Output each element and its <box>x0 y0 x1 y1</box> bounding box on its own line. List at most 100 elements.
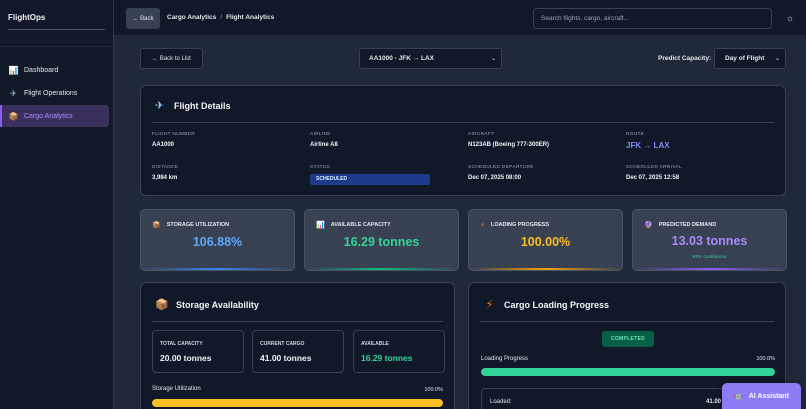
package-icon: 📦 <box>152 222 161 229</box>
sidebar-divider <box>0 46 113 47</box>
mini-value: 41.00 tonnes <box>260 353 312 363</box>
field-distance: Distance 3,984 km <box>152 165 178 181</box>
stat-available-capacity: 📊 AVAILABLE CAPACITY 16.29 tonnes <box>304 209 459 271</box>
total-capacity-box: TOTAL CAPACITY 20.00 tonnes <box>152 330 244 373</box>
loading-progress-fill <box>481 368 775 376</box>
ai-assistant-button[interactable]: 🤖 AI Assistant <box>722 383 801 409</box>
card-divider <box>152 122 774 123</box>
card-divider <box>152 321 443 322</box>
breadcrumb-separator: / <box>220 14 223 21</box>
sidebar-nav: 📊 Dashboard ✈ Flight Operations 📦 Cargo … <box>0 59 113 127</box>
storage-availability-card: 📦 Storage Availability TOTAL CAPACITY 20… <box>140 282 455 409</box>
ai-assistant-label: AI Assistant <box>748 392 789 400</box>
chevron-down-icon: ⌄ <box>490 56 496 62</box>
field-label: Scheduled Departure <box>468 165 534 170</box>
field-scheduled-arrival: Scheduled Arrival Dec 07, 2025 12:58 <box>626 165 682 181</box>
stat-predicted-demand: 🔮 PREDICTED DEMAND 13.03 tonnes 93% conf… <box>632 209 787 271</box>
field-label: Airline <box>310 132 331 137</box>
card-title-text: Storage Availability <box>176 299 259 310</box>
mini-value: 16.29 tonnes <box>361 353 413 363</box>
breadcrumb: Cargo Analytics / Flight Analytics <box>167 14 274 21</box>
predict-select-value: Day of Flight <box>725 55 765 62</box>
stat-label: STORAGE UTILIZATION <box>166 222 230 228</box>
field-label: Distance <box>152 165 179 170</box>
field-flight-number: Flight Number AA1000 <box>152 132 195 148</box>
stat-label: LOADING PROGRESS <box>490 222 549 228</box>
stat-label: PREDICTED DEMAND <box>658 222 717 228</box>
package-icon: 📦 <box>8 111 19 121</box>
mini-label: TOTAL CAPACITY <box>160 341 203 347</box>
loaded-summary: Loaded: 41.00 <box>481 388 777 409</box>
field-label: Scheduled Arrival <box>626 165 682 170</box>
field-value: N123AB (Boeing 777-300ER) <box>468 142 550 148</box>
storage-progress-bar <box>152 399 443 407</box>
chevron-down-icon: ⌄ <box>774 56 780 62</box>
completed-badge: COMPLETED <box>602 331 654 347</box>
flight-select[interactable]: AA1000 - JFK → LAX ⌄ <box>359 48 502 69</box>
field-value: 3,984 km <box>152 175 178 181</box>
mini-value: 20.00 tonnes <box>160 353 212 363</box>
bar-chart-icon: 📊 <box>316 222 325 229</box>
stat-value: 13.03 tonnes <box>671 234 748 248</box>
flight-details-title: ✈ Flight Details <box>153 99 231 112</box>
brand-logo: FlightOps <box>8 13 46 22</box>
stat-value: 100.00% <box>520 235 571 249</box>
field-airline: Airline Airline A8 <box>310 132 338 148</box>
stat-accent-line <box>469 268 622 270</box>
confidence-text: 93% confidence <box>692 255 727 260</box>
stat-header: 📊 AVAILABLE CAPACITY <box>316 221 391 229</box>
mini-label: CURRENT CARGO <box>260 341 305 347</box>
current-cargo-box: CURRENT CARGO 41.00 tonnes <box>252 330 344 373</box>
stat-value: 106.88% <box>192 235 243 249</box>
sidebar-item-dashboard[interactable]: 📊 Dashboard <box>0 59 109 81</box>
field-value: Dec 07, 2025 08:00 <box>468 175 522 181</box>
loading-title: ⚡ Cargo Loading Progress <box>483 298 609 311</box>
sidebar-item-label: Cargo Analytics <box>24 112 73 120</box>
field-value: Dec 07, 2025 12:58 <box>626 175 680 181</box>
stat-header: 📦 STORAGE UTILIZATION <box>152 221 229 229</box>
stat-loading-progress: ⚡ LOADING PROGRESS 100.00% <box>468 209 623 271</box>
top-bar: ← Back Cargo Analytics / Flight Analytics … <box>114 0 806 36</box>
back-button[interactable]: ← Back <box>126 8 160 29</box>
card-title-text: Cargo Loading Progress <box>504 299 610 310</box>
loaded-label: Loaded: <box>490 399 512 405</box>
lightning-icon: ⚡ <box>480 222 485 229</box>
breadcrumb-cargo-analytics[interactable]: Cargo Analytics <box>167 14 217 21</box>
field-value: JFK → LAX <box>626 141 670 150</box>
sidebar-item-label: Dashboard <box>24 66 59 74</box>
brand-divider <box>8 29 105 30</box>
field-value: Airline A8 <box>310 142 338 148</box>
stat-header: 🔮 PREDICTED DEMAND <box>644 221 716 229</box>
predict-capacity-select[interactable]: Day of Flight ⌄ <box>714 48 786 69</box>
crystal-ball-icon: 🔮 <box>644 222 653 229</box>
stat-label: AVAILABLE CAPACITY <box>330 222 391 228</box>
available-box: AVAILABLE 16.29 tonnes <box>353 330 445 373</box>
sidebar-item-cargo-analytics[interactable]: 📦 Cargo Analytics <box>0 105 109 127</box>
storage-title: 📦 Storage Availability <box>155 298 259 311</box>
card-divider <box>480 321 774 322</box>
sidebar-item-flight-operations[interactable]: ✈ Flight Operations <box>0 82 109 104</box>
sidebar: FlightOps 📊 Dashboard ✈ Flight Operation… <box>0 0 114 409</box>
back-to-list-button[interactable]: ← Back to List <box>140 48 203 69</box>
airplane-icon: ✈ <box>154 100 165 112</box>
search-input[interactable]: Search flights, cargo, aircraft... <box>533 8 772 29</box>
card-title-text: Flight Details <box>174 100 231 111</box>
stat-value: 16.29 tonnes <box>343 235 420 249</box>
sidebar-item-label: Flight Operations <box>24 89 78 97</box>
loading-progress-bar <box>481 368 775 376</box>
field-status: Status SCHEDULED <box>310 165 430 185</box>
stat-accent-line <box>141 268 294 270</box>
field-label: Aircraft <box>468 132 495 137</box>
storage-bar-percent: 100.0% <box>424 387 443 393</box>
breadcrumb-flight-analytics: Flight Analytics <box>226 14 275 21</box>
cargo-loading-card: ⚡ Cargo Loading Progress COMPLETED Loadi… <box>468 282 786 409</box>
main-content: ← Back to List AA1000 - JFK → LAX ⌄ Pred… <box>114 36 806 409</box>
loading-bar-label: Loading Progress <box>481 356 529 362</box>
sun-icon[interactable]: ☼ <box>785 13 795 23</box>
stat-accent-line <box>633 268 786 270</box>
flight-details-card: ✈ Flight Details Flight Number AA1000 Ai… <box>140 85 786 196</box>
flight-select-value: AA1000 - JFK → LAX <box>369 55 435 62</box>
lightning-icon: ⚡ <box>485 299 494 311</box>
loaded-value: 41.00 <box>706 399 722 405</box>
airplane-icon: ✈ <box>10 88 17 98</box>
